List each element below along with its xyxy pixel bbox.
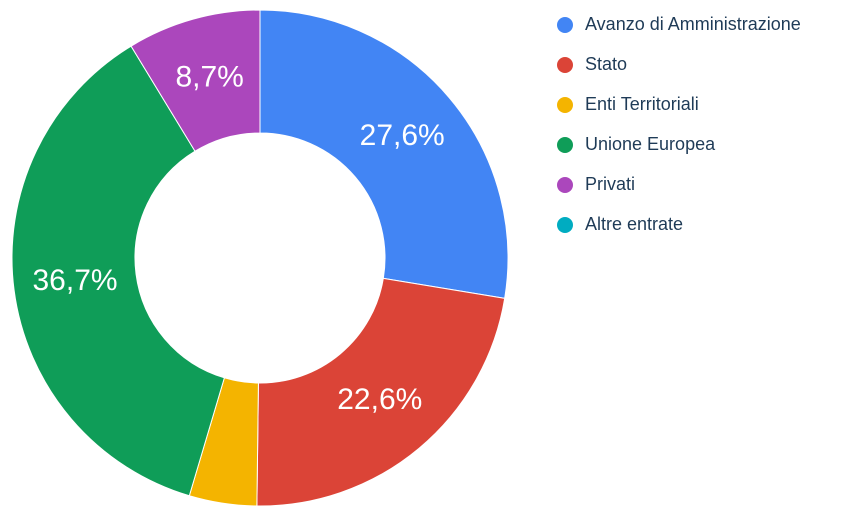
legend-label: Privati — [585, 174, 635, 194]
donut-slice — [130, 9, 261, 152]
legend-label: Enti Territoriali — [585, 94, 699, 114]
legend-marker — [557, 137, 573, 153]
legend-label: Unione Europea — [585, 134, 716, 154]
legend-marker — [557, 57, 573, 73]
donut-slice — [259, 9, 509, 299]
value-label: 8,7% — [175, 60, 243, 93]
legend-marker — [557, 17, 573, 33]
legend-label: Altre entrate — [585, 214, 683, 234]
donut-slice — [256, 277, 506, 506]
value-label: 22,6% — [337, 383, 422, 416]
legend-marker — [557, 217, 573, 233]
legend-label: Stato — [585, 54, 627, 74]
legend-marker — [557, 97, 573, 113]
donut-slice — [11, 45, 225, 497]
value-label: 27,6% — [360, 119, 445, 152]
value-label: 36,7% — [33, 264, 118, 297]
legend-label: Avanzo di Amministrazione — [585, 14, 801, 34]
legend-marker — [557, 177, 573, 193]
